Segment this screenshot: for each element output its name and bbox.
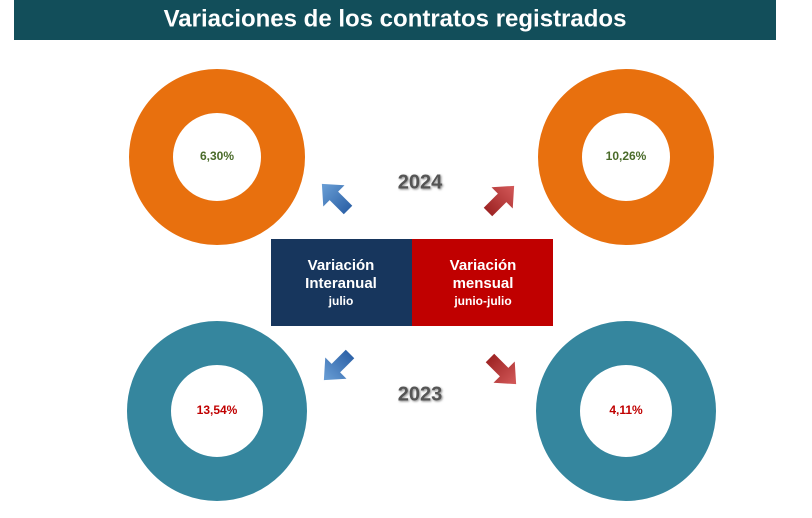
donut: 6,30%: [129, 69, 305, 245]
box-text: Variación: [450, 257, 517, 274]
donut: 13,54%: [127, 321, 307, 501]
box-text: Interanual: [305, 275, 377, 292]
title-bar: [14, 0, 776, 40]
arrow: [321, 183, 353, 215]
donut-label: 4,11%: [609, 403, 643, 417]
donut-label: 10,26%: [606, 149, 647, 163]
arrow: [323, 349, 355, 381]
arrow: [485, 353, 517, 385]
donut-label: 13,54%: [197, 403, 238, 417]
title: Variaciones de los contratos registrados: [164, 5, 627, 32]
year-label: 2023: [398, 383, 443, 405]
year-label: 2024: [398, 171, 443, 193]
donut-label: 6,30%: [200, 149, 234, 163]
box: [412, 239, 553, 326]
box-text: Variación: [308, 257, 375, 274]
box: [271, 239, 412, 326]
box-text: junio-julio: [453, 294, 511, 308]
arrow: [483, 185, 515, 217]
box-text: mensual: [453, 275, 514, 292]
box-text: julio: [328, 294, 354, 308]
donut: 4,11%: [536, 321, 716, 501]
donut: 10,26%: [538, 69, 714, 245]
